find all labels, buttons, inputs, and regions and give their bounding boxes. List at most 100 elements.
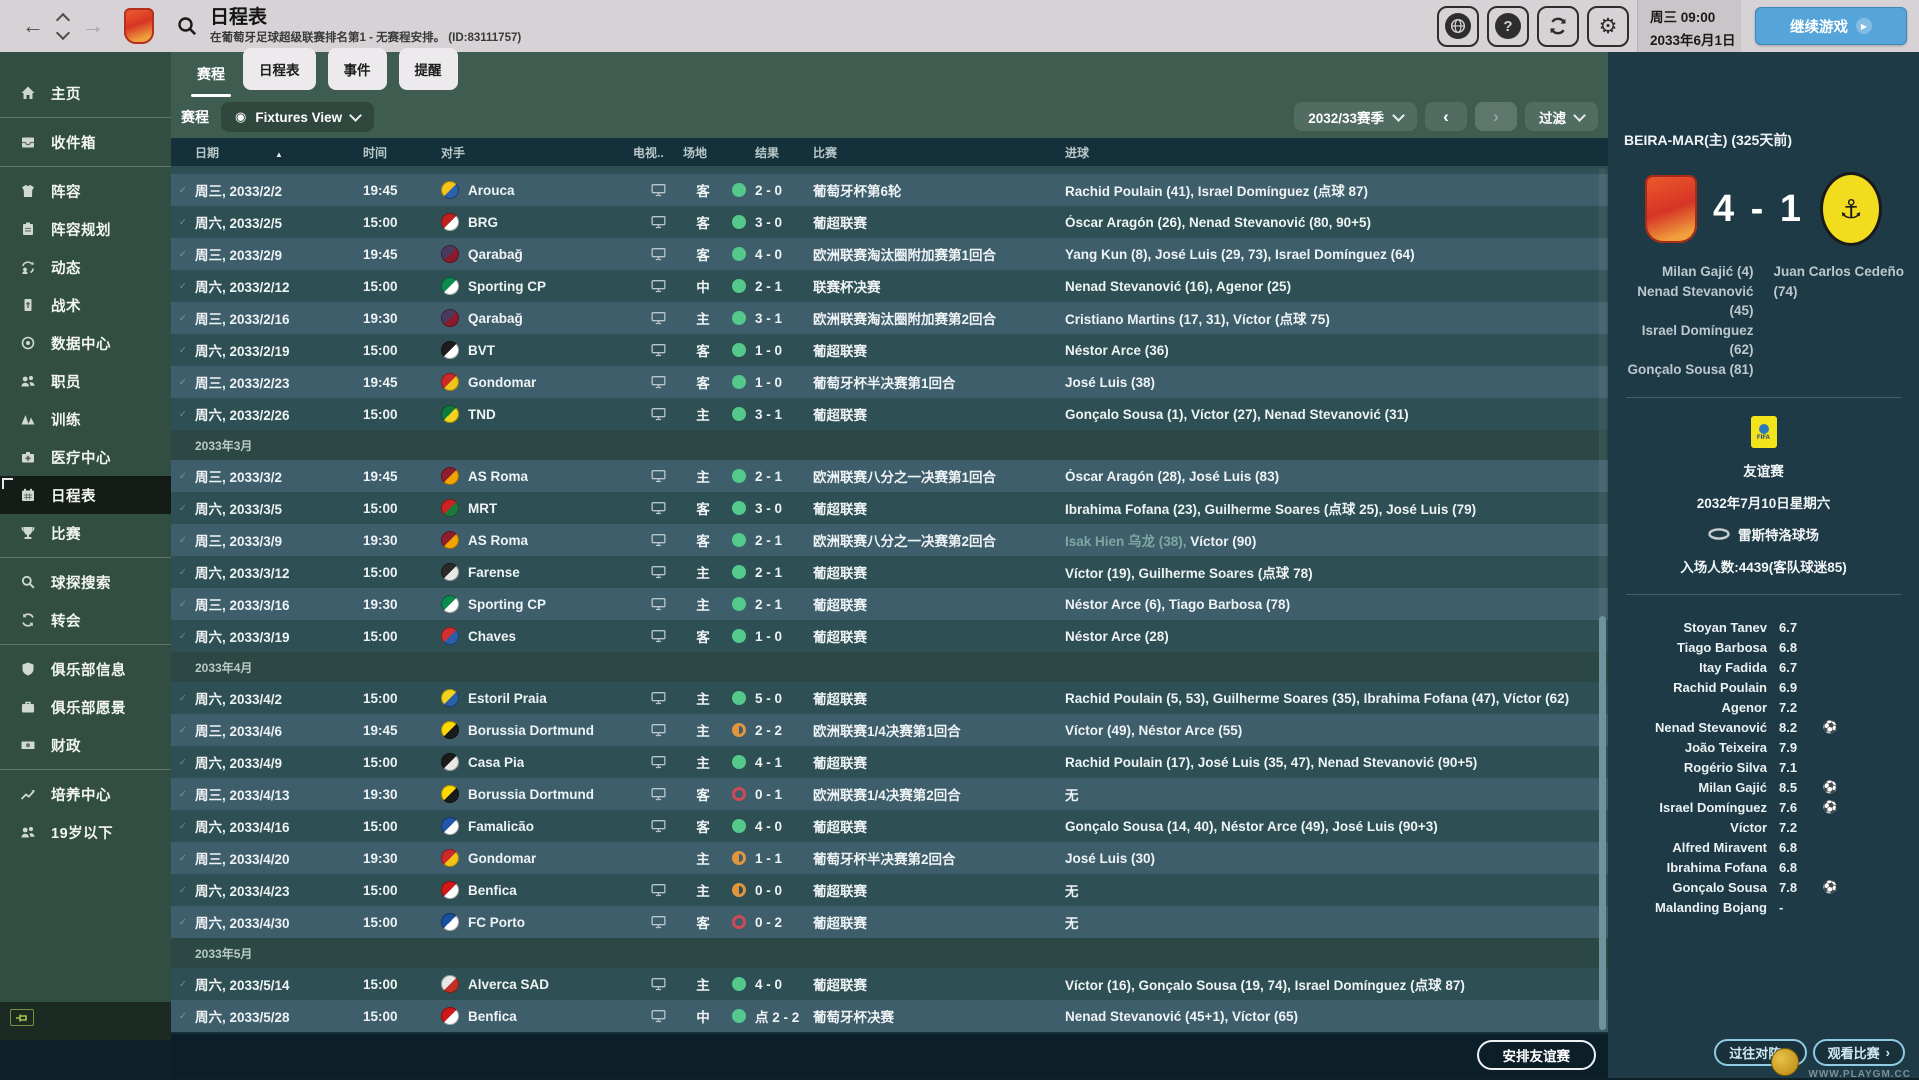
fixture-row[interactable]: ✓ 周三, 2033/2/2 19:45 Arouca 客 2 - 0 葡萄牙杯… [171,174,1608,206]
player-name[interactable]: Rachid Poulain [1673,679,1767,695]
fixture-row[interactable]: ✓ 周三, 2033/3/2 19:45 AS Roma 主 2 - 1 欧洲联… [171,460,1608,492]
sidebar-item-schedule[interactable]: 日程表 [0,476,171,514]
fixture-row[interactable]: ✓ 周六, 2033/3/12 15:00 Farense 主 2 - 1 葡超… [171,556,1608,588]
sidebar-item-competitions[interactable]: 比赛 [0,514,171,552]
scrollbar-thumb[interactable] [1599,616,1606,1030]
player-name[interactable]: Nenad Stevanović [1655,719,1767,735]
fixture-row[interactable]: ✓ 周六, 2033/2/19 15:00 BVT 客 1 - 0 葡超联赛 N… [171,334,1608,366]
fixture-row[interactable]: ✓ 周六, 2033/4/16 15:00 Famalicão 客 4 - 0 … [171,810,1608,842]
sidebar-item-squad[interactable]: 阵容 [0,172,171,210]
world-button[interactable] [1437,5,1479,47]
filter-dropdown[interactable]: 过滤 [1525,102,1598,131]
home-team-crest[interactable] [1644,175,1697,243]
tab-calendar[interactable]: 日程表 [243,48,316,90]
player-name[interactable]: Malanding Bojang [1655,899,1767,915]
fixture-row[interactable]: ✓ 周三, 2033/3/16 19:30 Sporting CP 主 2 - … [171,588,1608,620]
fixture-row[interactable]: ✓ 周六, 2033/4/2 15:00 Estoril Praia 主 5 -… [171,682,1608,714]
help-button[interactable]: ? [1487,5,1529,47]
player-name[interactable]: Víctor [1730,819,1767,835]
player-name[interactable]: Rogério Silva [1683,759,1767,775]
sidebar-item-finances[interactable]: 财政 [0,726,171,764]
sidebar-item-inbox[interactable]: 收件箱 [0,123,171,161]
player-rating-row[interactable]: Rogério Silva 7.1 [1624,757,1847,777]
player-rating-row[interactable]: Agenor 7.2 [1624,697,1847,717]
fixture-row[interactable]: ✓ 周三, 2033/4/13 19:30 Borussia Dortmund … [171,778,1608,810]
player-rating-row[interactable]: Rachid Poulain 6.9 [1624,677,1847,697]
sidebar-item-club-vision[interactable]: 俱乐部愿景 [0,688,171,726]
stadium-name[interactable]: 雷斯特洛球场 [1738,528,1819,544]
search-icon[interactable] [176,15,198,37]
column-time[interactable]: 时间 [363,145,388,160]
sidebar-item-under-19s[interactable]: 19岁以下 [0,813,171,851]
player-rating-row[interactable]: Nenad Stevanović 8.2 ⚽ [1624,717,1847,737]
watch-match-button[interactable]: 观看比赛 › [1812,1039,1905,1066]
player-name[interactable]: Tiago Barbosa [1676,639,1767,655]
sidebar-item-data-hub[interactable]: 数据中心 [0,324,171,362]
settings-button[interactable]: ⚙ [1587,5,1629,47]
sidebar-item-dynamics[interactable]: 动态 [0,248,171,286]
player-rating-row[interactable]: Ibrahima Fofana 6.8 [1624,857,1847,877]
fixture-row[interactable]: ✓ 周三, 2033/4/20 19:30 Gondomar 主 1 - 1 葡… [171,842,1608,874]
back-icon[interactable]: ← [22,13,44,38]
player-name[interactable]: Alfred Miravent [1672,839,1767,855]
column-result[interactable]: 结果 [755,145,780,160]
scorer[interactable]: Nenad Stevanović (45) [1637,283,1754,319]
fixture-row[interactable]: ✓ 周三, 2033/2/9 19:45 Qarabağ 客 4 - 0 欧洲联… [171,238,1608,270]
continue-button[interactable]: 继续游戏 ▶ [1755,7,1907,45]
player-name[interactable]: Ibrahima Fofana [1666,859,1767,875]
fixture-row[interactable]: ✓ 周六, 2033/2/5 15:00 BRG 客 3 - 0 葡超联赛 Ós… [171,206,1608,238]
player-rating-row[interactable]: Malanding Bojang - [1624,897,1847,917]
sidebar-item-squad-planner[interactable]: 阵容规划 [0,210,171,248]
player-rating-row[interactable]: Milan Gajić 8.5 ⚽ [1624,777,1847,797]
sidebar-item-training[interactable]: 训练 [0,400,171,438]
fixture-row[interactable]: ✓ 周六, 2033/5/14 15:00 Alverca SAD 主 4 - … [171,968,1608,1000]
fixture-row[interactable]: ✓ 周三, 2033/4/6 19:45 Borussia Dortmund 主… [171,714,1608,746]
arrange-friendly-button[interactable]: 安排友谊赛 [1476,1040,1596,1070]
sidebar-item-scouting[interactable]: 球探搜索 [0,563,171,601]
fixture-row[interactable]: ✓ 周六, 2033/2/26 15:00 TND 主 3 - 1 葡超联赛 G… [171,398,1608,430]
sidebar-item-medical-centre[interactable]: 医疗中心 [0,438,171,476]
fixture-row[interactable]: ✓ 周六, 2033/5/28 15:00 Benfica 中 点 2 - 2 … [171,1000,1608,1032]
previous-season-button[interactable]: ‹ [1425,102,1467,131]
scorer[interactable]: Israel Domínguez (62) [1641,322,1754,358]
fixture-row[interactable]: ✓ 周六, 2033/4/9 15:00 Casa Pia 主 4 - 1 葡超… [171,746,1608,778]
column-goals[interactable]: 进球 [1065,145,1090,160]
fixtures-view-dropdown[interactable]: ◉ Fixtures View [221,102,375,132]
tab-events[interactable]: 事件 [327,48,387,90]
sync-button[interactable] [1537,5,1579,47]
away-team-crest[interactable]: ⚓ [1820,172,1883,246]
sidebar-item-tactics[interactable]: 战术 [0,286,171,324]
sidebar-item-development-centre[interactable]: 培养中心 [0,775,171,813]
sidebar-item-staff[interactable]: 职员 [0,362,171,400]
club-crest[interactable] [124,8,154,44]
player-rating-row[interactable]: João Teixeira 7.9 [1624,737,1847,757]
competition-name[interactable]: 友谊赛 [1743,464,1784,480]
season-dropdown[interactable]: 2032/33赛季 [1294,102,1417,131]
player-name[interactable]: Itay Fadida [1699,659,1767,675]
match-header[interactable]: BEIRA-MAR(主) (325天前) [1624,132,1792,148]
tab-fixtures[interactable]: 赛程 [191,58,231,97]
fixture-row[interactable]: ✓ 周三, 2033/2/23 19:45 Gondomar 客 1 - 0 葡… [171,366,1608,398]
fixture-row[interactable]: ✓ 周六, 2033/4/30 15:00 FC Porto 客 0 - 2 葡… [171,906,1608,938]
tab-reminders[interactable]: 提醒 [398,48,458,90]
player-name[interactable]: Israel Domínguez [1659,799,1767,815]
player-name[interactable]: Stoyan Tanev [1683,619,1767,635]
fixture-row[interactable]: ✓ 周六, 2033/4/23 15:00 Benfica 主 0 - 0 葡超… [171,874,1608,906]
scorer[interactable]: Milan Gajić (4) [1661,264,1754,279]
history-dropdown-icon[interactable] [55,12,71,40]
forward-icon[interactable]: → [82,13,104,38]
sidebar-item-home[interactable]: 主页 [0,74,171,112]
player-rating-row[interactable]: Alfred Miravent 6.8 [1624,837,1847,857]
column-competition[interactable]: 比赛 [813,145,838,160]
player-rating-row[interactable]: Víctor 7.2 [1624,817,1847,837]
fixture-row[interactable]: ✓ 周三, 2033/3/9 19:30 AS Roma 客 2 - 1 欧洲联… [171,524,1608,556]
sidebar-item-club-info[interactable]: 俱乐部信息 [0,650,171,688]
player-rating-row[interactable]: Israel Domínguez 7.6 ⚽ [1624,797,1847,817]
fixture-row[interactable]: ✓ 周六, 2033/3/19 15:00 Chaves 客 1 - 0 葡超联… [171,620,1608,652]
table-scrollbar[interactable] [1599,168,1606,1030]
player-rating-row[interactable]: Gonçalo Sousa 7.8 ⚽ [1624,877,1847,897]
player-rating-row[interactable]: Tiago Barbosa 6.8 [1624,637,1847,657]
fixture-row[interactable]: ✓ 周六, 2033/2/12 15:00 Sporting CP 中 2 - … [171,270,1608,302]
player-rating-row[interactable]: Stoyan Tanev 6.7 [1624,617,1847,637]
column-tv[interactable]: 电视.. [633,145,664,160]
